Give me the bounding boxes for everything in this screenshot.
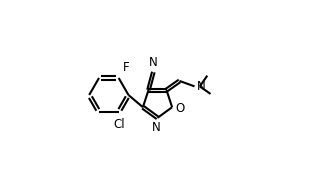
- Text: N: N: [152, 121, 161, 134]
- Text: N: N: [149, 56, 158, 69]
- Text: N: N: [197, 80, 206, 93]
- Text: Cl: Cl: [114, 118, 125, 131]
- Text: F: F: [122, 61, 129, 74]
- Text: O: O: [176, 102, 185, 115]
